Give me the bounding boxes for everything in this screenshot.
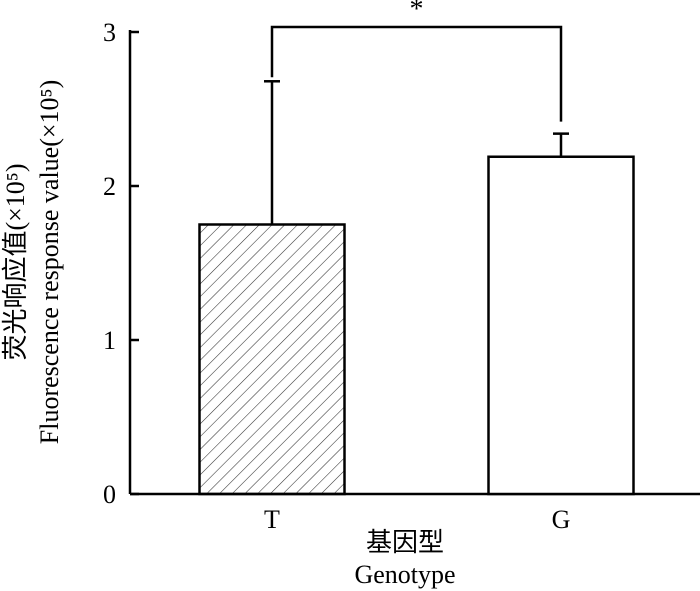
y-axis-title-en: Fluorescence response value(×10⁵) — [35, 80, 64, 444]
y-tick-label: 0 — [103, 480, 116, 509]
y-tick-label: 3 — [103, 18, 116, 47]
x-axis-title-en: Genotype — [354, 560, 455, 589]
error-bars — [264, 80, 569, 225]
bars — [198, 155, 635, 496]
bar-T — [198, 223, 346, 496]
significance-asterisk: * — [410, 0, 424, 25]
y-tick-label: 2 — [103, 172, 116, 201]
x-tick-label: T — [264, 505, 280, 534]
significance-line — [270, 25, 563, 122]
bar-G — [487, 155, 635, 496]
y-axis-title-cn: 荧光响应值(×10⁵) — [1, 163, 30, 360]
significance-bracket: * — [270, 0, 563, 122]
x-axis-title-cn: 基因型 — [366, 528, 444, 557]
y-ticks: 0 1 2 3 — [103, 18, 139, 509]
x-tick-label: G — [552, 505, 571, 534]
y-tick-label: 1 — [103, 326, 116, 355]
